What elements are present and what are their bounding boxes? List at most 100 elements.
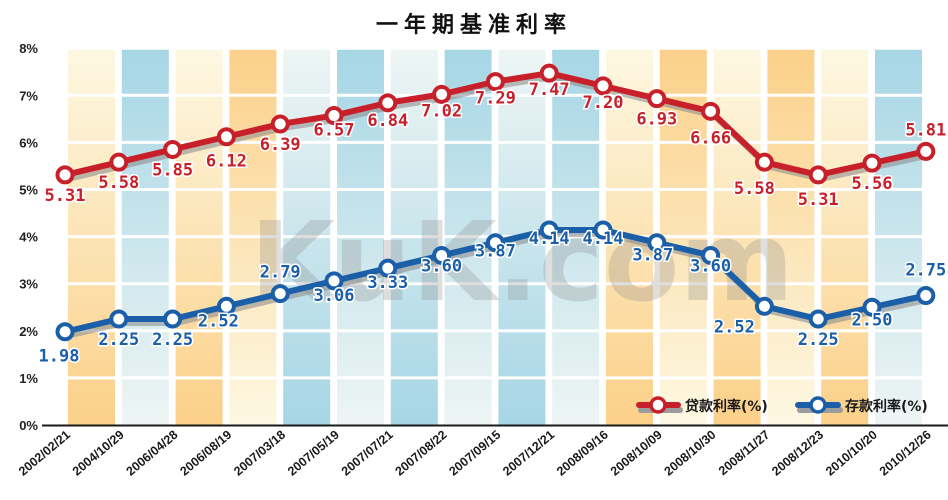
- deposit-rate-value-label: 2.79: [260, 263, 301, 283]
- deposit-rate-marker[interactable]: [862, 297, 882, 317]
- deposit-rate-marker[interactable]: [485, 233, 505, 253]
- x-tick-label: 2008/10/09: [608, 428, 665, 479]
- loan-rate-series: 5.31 5.58 5.85 6.12 6.39 6.57 6.84 7.02 7.29 7.47…: [43, 63, 948, 211]
- x-tick-label: 2006/04/28: [124, 428, 181, 479]
- deposit-rate-marker[interactable]: [593, 220, 613, 240]
- loan-rate-marker[interactable]: [270, 114, 290, 134]
- deposit-rate-marker[interactable]: [324, 271, 344, 291]
- deposit-rate-marker[interactable]: [109, 309, 129, 329]
- loan-rate-value-label: 6.57: [314, 121, 355, 141]
- x-tick-label: 2006/08/19: [177, 428, 234, 479]
- loan-rate-value-label: 5.58: [98, 173, 139, 193]
- loan-legend-marker-icon: [649, 396, 667, 414]
- deposit-rate-value-label: 3.87: [632, 246, 673, 266]
- x-tick-label: 2010/10/20: [823, 428, 880, 479]
- deposit-rate-marker[interactable]: [539, 220, 559, 240]
- loan-rate-marker[interactable]: [485, 72, 505, 92]
- loan-rate-value-label: 5.85: [152, 160, 193, 180]
- x-tick-label: 2007/03/18: [231, 428, 288, 479]
- x-tick-label: 2004/10/29: [70, 428, 127, 479]
- gridlines: [68, 46, 930, 380]
- legend-label-loan: 贷款利率(%): [685, 398, 768, 415]
- deposit-rate-value-label: 2.50: [852, 310, 893, 330]
- loan-rate-marker[interactable]: [216, 127, 236, 147]
- deposit-rate-value-label: 2.25: [98, 330, 139, 350]
- loan-rate-value-label: 5.56: [852, 174, 893, 194]
- loan-rate-value-label: 6.39: [260, 135, 301, 155]
- deposit-rate-value-label: 3.87: [475, 242, 516, 262]
- loan-rate-marker[interactable]: [163, 139, 183, 159]
- loan-rate-value-label: 7.02: [421, 101, 462, 121]
- deposit-rate-value-label: 4.14: [583, 229, 624, 249]
- x-tick-label: 2007/05/19: [285, 428, 342, 479]
- loan-rate-value-label: 5.81: [905, 120, 946, 140]
- y-tick-label: 8%: [19, 41, 38, 56]
- loan-rate-marker[interactable]: [539, 63, 559, 83]
- x-tick-label: 2008/09/16: [554, 428, 611, 479]
- loan-rate-marker[interactable]: [754, 152, 774, 172]
- x-tick-label: 2008/12/23: [769, 428, 826, 479]
- deposit-rate-value-label: 3.33: [367, 273, 408, 293]
- loan-rate-marker[interactable]: [916, 141, 936, 161]
- loan-rate-value-label: 5.31: [45, 186, 86, 206]
- deposit-rate-marker[interactable]: [808, 309, 828, 329]
- deposit-legend-marker-icon: [809, 396, 827, 414]
- x-tick-label: 2007/07/21: [339, 428, 396, 479]
- loan-rate-marker[interactable]: [701, 101, 721, 121]
- loan-rate-marker[interactable]: [593, 76, 613, 96]
- deposit-rate-marker[interactable]: [701, 245, 721, 265]
- loan-rate-marker[interactable]: [324, 106, 344, 126]
- chart-title: 一年期基准利率: [376, 12, 572, 38]
- deposit-rate-series: 1.98 2.25 2.25 2.52 2.79 3.06 3.33 3.60 3.87 4.14…: [37, 220, 948, 368]
- deposit-rate-marker[interactable]: [916, 285, 936, 305]
- deposit-rate-value-label: 3.60: [421, 256, 462, 276]
- deposit-rate-value-label: 3.06: [314, 286, 355, 306]
- y-tick-label: 2%: [19, 324, 38, 339]
- legend-item-deposit[interactable]: 存款利率(%): [795, 396, 928, 415]
- x-tick-label: 2008/10/30: [662, 428, 719, 479]
- deposit-rate-marker[interactable]: [432, 245, 452, 265]
- loan-rate-marker[interactable]: [109, 152, 129, 172]
- y-tick-label: 5%: [19, 183, 38, 198]
- loan-rate-value-label: 5.58: [734, 179, 775, 199]
- deposit-rate-value-label: 2.75: [905, 260, 946, 280]
- deposit-rate-marker[interactable]: [55, 322, 75, 342]
- deposit-rate-marker[interactable]: [216, 296, 236, 316]
- legend-item-loan[interactable]: 贷款利率(%): [636, 396, 768, 415]
- loan-rate-value-label: 6.93: [636, 110, 677, 130]
- loan-rate-marker[interactable]: [432, 84, 452, 104]
- loan-rate-marker[interactable]: [862, 153, 882, 173]
- y-tick-label: 4%: [19, 230, 38, 245]
- y-tick-label: 3%: [19, 277, 38, 292]
- y-axis: 0% 1% 2% 3% 4% 5% 6% 7% 8%: [19, 41, 38, 433]
- y-tick-label: 0%: [19, 418, 38, 433]
- loan-rate-value-label: 6.66: [690, 128, 731, 148]
- deposit-rate-value-label: 2.52: [198, 311, 239, 331]
- loan-rate-marker[interactable]: [55, 165, 75, 185]
- watermark: KuK.com: [250, 198, 794, 326]
- y-tick-label: 1%: [19, 371, 38, 386]
- loan-rate-value-label: 7.47: [529, 80, 570, 100]
- x-tick-label: 2007/09/15: [446, 428, 503, 479]
- loan-rate-marker[interactable]: [647, 89, 667, 109]
- x-tick-label: 2010/12/26: [877, 428, 934, 479]
- x-tick-label: 2007/08/22: [393, 428, 450, 479]
- deposit-rate-marker[interactable]: [754, 296, 774, 316]
- deposit-rate-marker[interactable]: [378, 258, 398, 278]
- y-tick-label: 6%: [19, 135, 38, 150]
- deposit-rate-value-label: 2.25: [798, 330, 839, 350]
- loan-rate-marker[interactable]: [808, 165, 828, 185]
- loan-rate-value-label: 6.84: [367, 111, 408, 131]
- loan-rate-marker[interactable]: [378, 93, 398, 113]
- loan-rate-value-label: 7.29: [475, 89, 516, 109]
- x-axis: 2002/02/212004/10/292006/04/282006/08/19…: [16, 428, 934, 479]
- deposit-rate-marker[interactable]: [163, 309, 183, 329]
- deposit-rate-marker[interactable]: [270, 284, 290, 304]
- deposit-rate-value-label: 1.98: [39, 347, 80, 367]
- deposit-rate-value-label: 2.52: [714, 317, 755, 337]
- x-tick-label: 2007/12/21: [500, 428, 557, 479]
- deposit-rate-marker[interactable]: [647, 233, 667, 253]
- legend: 贷款利率(%) 存款利率(%): [636, 396, 928, 415]
- y-tick-label: 7%: [19, 88, 38, 103]
